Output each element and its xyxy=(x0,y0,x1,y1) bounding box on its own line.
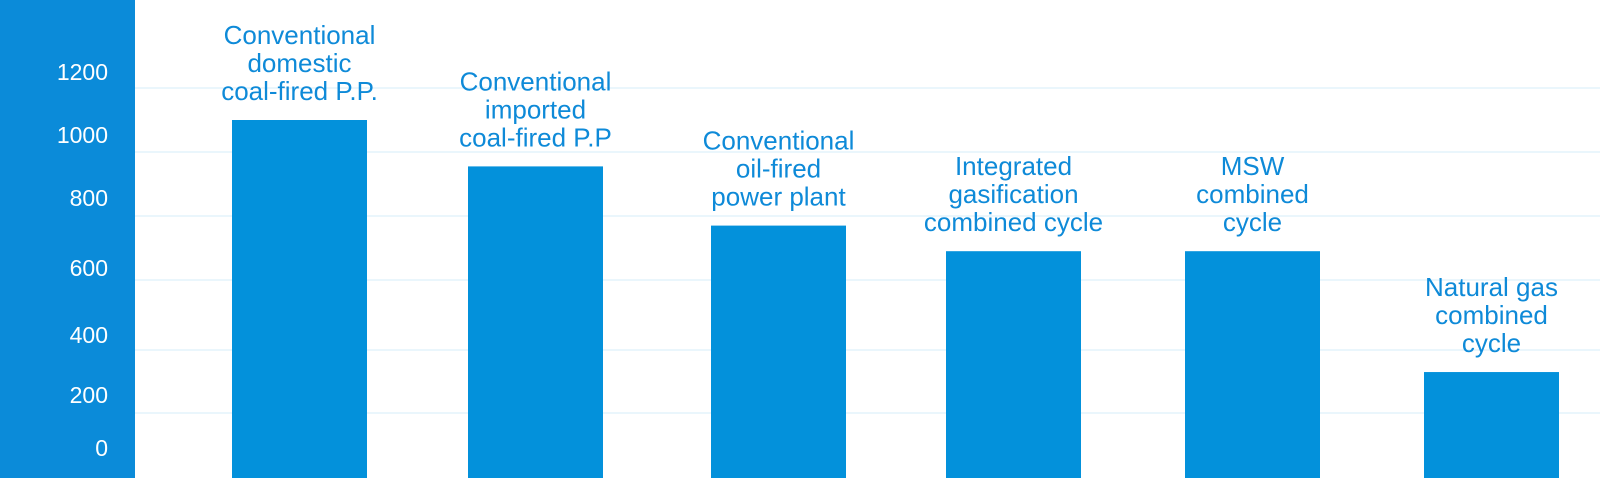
category-label: Conventional imported coal-fired P.P xyxy=(459,66,612,152)
bar xyxy=(711,225,846,478)
y-tick-label: 0 xyxy=(95,435,108,461)
bar xyxy=(1424,372,1559,478)
bar xyxy=(1185,251,1320,478)
bar xyxy=(232,120,367,478)
y-tick-label: 1200 xyxy=(57,59,108,85)
category-label: Conventional domestic coal-fired P.P. xyxy=(221,20,378,106)
y-axis-panel xyxy=(0,0,135,478)
y-tick-label: 400 xyxy=(70,322,108,348)
y-tick-label: 200 xyxy=(70,382,108,408)
category-label: Integrated gasification combined cycle xyxy=(924,151,1103,237)
category-label: Natural gas combined cycle xyxy=(1425,272,1558,358)
y-tick-label: 600 xyxy=(70,255,108,281)
bar xyxy=(946,251,1081,478)
y-tick-label: 800 xyxy=(70,185,108,211)
category-label: MSW combined cycle xyxy=(1196,151,1309,237)
bar xyxy=(468,166,603,478)
category-label: Conventional oil-fired power plant xyxy=(703,126,855,212)
y-tick-label: 1000 xyxy=(57,122,108,148)
